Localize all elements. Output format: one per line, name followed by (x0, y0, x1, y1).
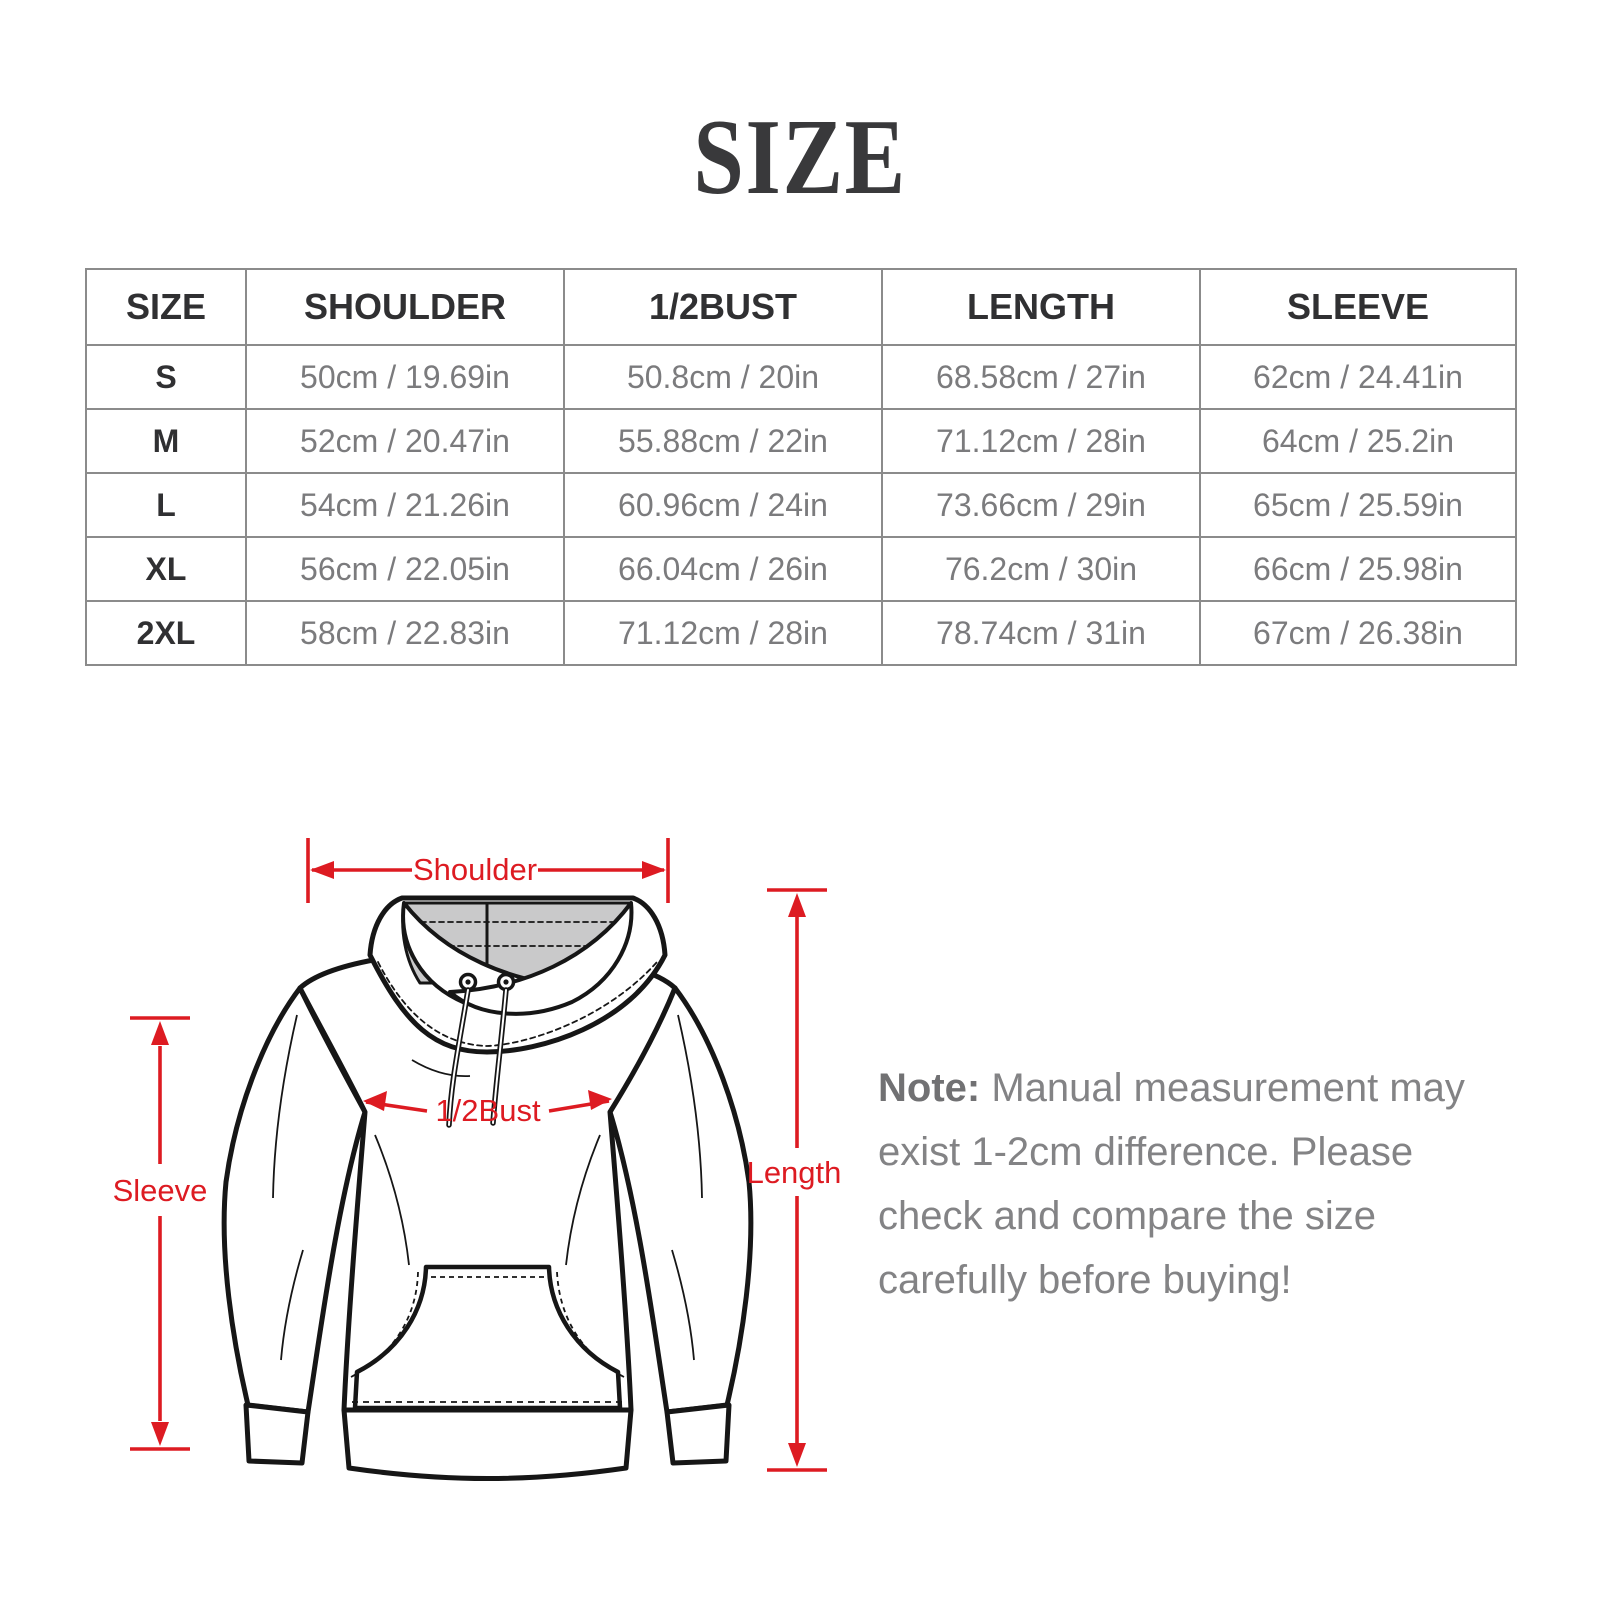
arrowhead-up (788, 893, 806, 917)
shoulder-arrow (306, 838, 670, 903)
sleeve-wrinkle (677, 1014, 703, 1199)
eyelet-hole (465, 979, 471, 985)
arrowhead-down (151, 1422, 169, 1446)
cell-bust: 55.88cm / 22in (563, 408, 883, 474)
note-text: Manual measurement may (991, 1066, 1465, 1110)
cell-bust: 71.12cm / 28in (563, 600, 883, 666)
table-row: M 52cm / 20.47in 55.88cm / 22in 71.12cm … (85, 408, 1517, 474)
note-prefix: Note: (878, 1066, 981, 1110)
cell-bust: 60.96cm / 24in (563, 472, 883, 538)
collar-stitch (377, 961, 658, 1047)
size-table: SIZE SHOULDER 1/2BUST LENGTH SLEEVE S 50… (85, 268, 1517, 666)
eyelet-hole (503, 979, 509, 985)
cell-length: 76.2cm / 30in (881, 536, 1201, 602)
header-cell-sleeve: SLEEVE (1199, 268, 1517, 346)
cell-sleeve: 64cm / 25.2in (1199, 408, 1517, 474)
table-row: XL 56cm / 22.05in 66.04cm / 26in 76.2cm … (85, 536, 1517, 602)
cell-sleeve: 65cm / 25.59in (1199, 472, 1517, 538)
length-arrow (767, 888, 827, 1472)
drawstring-highlight (448, 989, 469, 1126)
page-title-wrap: SIZE (0, 104, 1600, 212)
bust-arrow (363, 1090, 612, 1113)
measurement-note: Note: Manual measurement may exist 1-2cm… (878, 1056, 1518, 1312)
hoodie-left-cuff (243, 1402, 311, 1466)
sleeve-wrinkle (671, 1249, 695, 1361)
body-wrinkle (374, 1134, 410, 1266)
note-line: check and compare the size (878, 1194, 1377, 1238)
arrowhead-left (363, 1091, 387, 1111)
cell-shoulder: 54cm / 21.26in (245, 472, 565, 538)
header-cell-bust: 1/2BUST (563, 268, 883, 346)
body-wrinkle (565, 1134, 601, 1266)
note-line: carefully before buying! (878, 1258, 1292, 1302)
header-cell-size: SIZE (85, 268, 247, 346)
cell-sleeve: 66cm / 25.98in (1199, 536, 1517, 602)
cell-bust: 66.04cm / 26in (563, 536, 883, 602)
cell-length: 73.66cm / 29in (881, 472, 1201, 538)
note-line: exist 1-2cm difference. Please (878, 1130, 1414, 1174)
table-row: S 50cm / 19.69in 50.8cm / 20in 68.58cm /… (85, 344, 1517, 410)
body-wrinkle (411, 1059, 471, 1077)
note-line: Note: Manual measurement may (878, 1056, 1518, 1120)
hoodie-right-cuff (664, 1402, 732, 1466)
sleeve-wrinkle (272, 1014, 298, 1199)
arrowhead-up (151, 1021, 169, 1045)
header-cell-length: LENGTH (881, 268, 1201, 346)
cell-size-label: S (85, 344, 247, 410)
cell-shoulder: 52cm / 20.47in (245, 408, 565, 474)
hood-right-flap (448, 901, 634, 1016)
cell-shoulder: 58cm / 22.83in (245, 600, 565, 666)
cell-sleeve: 62cm / 24.41in (1199, 344, 1517, 410)
pocket-stitch-left (350, 1271, 419, 1378)
shoulder-label: Shoulder (413, 852, 537, 887)
sleeve-arrow (130, 1016, 190, 1451)
arrowhead-down (788, 1443, 806, 1467)
cell-shoulder: 56cm / 22.05in (245, 536, 565, 602)
cell-size-label: M (85, 408, 247, 474)
measurement-diagram: Shoulder 1/2Bust Length Sleeve (60, 820, 841, 1500)
length-label: Length (747, 1155, 840, 1190)
sleeve-label: Sleeve (113, 1173, 208, 1208)
hoodie-drawing: Shoulder 1/2Bust Length Sleeve (113, 838, 841, 1481)
table-header-row: SIZE SHOULDER 1/2BUST LENGTH SLEEVE (85, 268, 1517, 346)
cell-shoulder: 50cm / 19.69in (245, 344, 565, 410)
cell-sleeve: 67cm / 26.38in (1199, 600, 1517, 666)
bust-label: 1/2Bust (435, 1093, 541, 1128)
cell-size-label: 2XL (85, 600, 247, 666)
cell-bust: 50.8cm / 20in (563, 344, 883, 410)
cell-length: 71.12cm / 28in (881, 408, 1201, 474)
hoodie-hem (341, 1407, 634, 1481)
drawstring-highlight (492, 989, 507, 1124)
page-title: SIZE (693, 98, 907, 217)
sleeve-wrinkle (280, 1249, 304, 1361)
arrowhead-right (588, 1090, 612, 1110)
header-cell-shoulder: SHOULDER (245, 268, 565, 346)
table-row: 2XL 58cm / 22.83in 71.12cm / 28in 78.74c… (85, 600, 1517, 666)
cell-length: 78.74cm / 31in (881, 600, 1201, 666)
table-row: L 54cm / 21.26in 60.96cm / 24in 73.66cm … (85, 472, 1517, 538)
cell-size-label: L (85, 472, 247, 538)
cell-size-label: XL (85, 536, 247, 602)
pocket-stitch-right (556, 1271, 625, 1378)
cell-length: 68.58cm / 27in (881, 344, 1201, 410)
arrowhead-right (642, 861, 666, 879)
arrowhead-left (310, 861, 334, 879)
